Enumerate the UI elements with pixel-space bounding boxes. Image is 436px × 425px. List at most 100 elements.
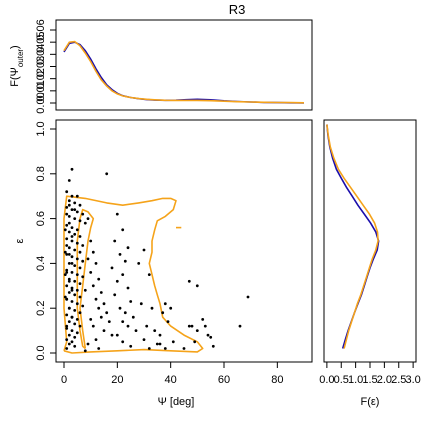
scatter-point xyxy=(67,277,71,281)
scatter-point xyxy=(70,340,74,344)
top-y-tick-label: 0.06 xyxy=(35,19,47,40)
scatter-point xyxy=(73,232,77,236)
scatter-point xyxy=(70,167,74,171)
right-x-tick-label: 2.0 xyxy=(377,374,392,386)
scatter-point xyxy=(70,255,74,259)
scatter-point xyxy=(81,244,85,247)
scatter-point xyxy=(89,318,93,321)
scatter-point xyxy=(67,306,71,310)
scatter-point xyxy=(75,302,79,306)
top-y-tick-label: 0.04 xyxy=(35,44,47,65)
scatter-point xyxy=(67,333,71,337)
contour-line xyxy=(63,195,204,354)
scatter-point xyxy=(190,324,194,328)
scatter-point xyxy=(107,320,111,323)
main-x-tick-label: 0 xyxy=(61,374,67,386)
scatter-point xyxy=(83,288,87,292)
scatter-point xyxy=(147,347,151,350)
right-density-panel: 0.0 0.5 1.0 1.5 2.0 2.5 3.0 F(ε) xyxy=(319,119,421,408)
main-x-tick-label: 20 xyxy=(111,374,123,386)
top-y-tick-label: 0.03 xyxy=(35,56,47,77)
scatter-point xyxy=(75,331,79,335)
scatter-point xyxy=(70,286,74,290)
right-x-tick-label: 1.0 xyxy=(348,374,363,386)
scatter-point xyxy=(166,320,170,323)
scatter-point xyxy=(73,279,77,283)
scatter-point xyxy=(94,338,98,341)
right-x-axis-label: F(ε) xyxy=(361,396,380,408)
scatter-point xyxy=(102,329,106,332)
scatter-point xyxy=(73,309,77,312)
main-x-tick-label: 80 xyxy=(271,374,283,386)
scatter-point xyxy=(91,284,95,288)
scatter-point xyxy=(70,300,74,303)
scatter-point xyxy=(67,279,71,283)
scatter-point xyxy=(83,221,87,225)
scatter-point xyxy=(73,217,77,221)
scatter-point xyxy=(83,349,87,353)
scatter-point xyxy=(78,203,82,207)
scatter-point xyxy=(155,342,159,346)
scatter-point xyxy=(94,297,98,301)
top-density-line xyxy=(63,40,305,104)
scatter-point xyxy=(169,306,173,310)
scatter-point xyxy=(67,246,71,250)
scatter-point xyxy=(73,335,77,339)
scatter-point xyxy=(246,295,250,299)
main-x-axis-label: Ψ [deg] xyxy=(158,396,195,408)
scatter-point xyxy=(70,288,74,292)
scatter-point xyxy=(150,306,154,310)
top-y-tick-label: 0.00 xyxy=(35,92,47,113)
scatter-point xyxy=(129,344,133,348)
scatter-point xyxy=(137,262,141,265)
scatter-point xyxy=(67,221,71,225)
scatter-point xyxy=(70,271,74,274)
scatter-point xyxy=(65,268,69,272)
scatter-point xyxy=(142,338,146,341)
main-y-tick-label: 0.8 xyxy=(35,166,47,181)
scatter-point xyxy=(105,311,109,315)
scatter-point xyxy=(129,300,133,303)
scatter-point xyxy=(115,333,119,337)
scatter-point xyxy=(91,324,95,328)
scatter-point xyxy=(193,340,197,344)
scatter-point xyxy=(201,318,205,321)
scatter-point xyxy=(91,250,95,254)
scatter-point xyxy=(65,253,69,256)
scatter-point xyxy=(67,342,71,346)
scatter-point xyxy=(73,344,77,348)
main-y-tick-label: 0.6 xyxy=(35,211,47,226)
right-x-tick-label: 0.5 xyxy=(334,374,349,386)
scatter-point xyxy=(73,208,77,212)
scatter-point xyxy=(163,302,167,306)
scatter-point xyxy=(171,340,175,344)
scatter-point xyxy=(187,324,191,328)
scatter-point xyxy=(131,315,135,319)
scatter-point xyxy=(113,239,117,243)
scatter-point xyxy=(89,271,93,274)
scatter-point xyxy=(97,277,101,281)
scatter-point xyxy=(123,259,127,263)
scatter-point xyxy=(65,297,69,301)
scatter-point xyxy=(126,286,130,290)
scatter-point xyxy=(118,253,122,256)
scatter-point xyxy=(70,329,74,332)
scatter-point xyxy=(65,212,69,216)
right-x-tick-label: 2.5 xyxy=(391,374,406,386)
scatter-point xyxy=(65,338,69,341)
scatter-point xyxy=(99,291,103,294)
scatter-point xyxy=(118,306,122,310)
scatter-point xyxy=(99,315,103,319)
scatter-point xyxy=(110,266,114,270)
scatter-point xyxy=(115,212,119,216)
scatter-point xyxy=(78,235,82,238)
scatter-point xyxy=(75,210,79,214)
scatter-point xyxy=(121,340,125,344)
scatter-point xyxy=(73,248,77,252)
scatter-point xyxy=(121,273,125,276)
scatter-point xyxy=(78,219,82,223)
scatter-point xyxy=(70,315,74,319)
scatter-point xyxy=(121,228,125,232)
scatter-point xyxy=(70,194,74,198)
